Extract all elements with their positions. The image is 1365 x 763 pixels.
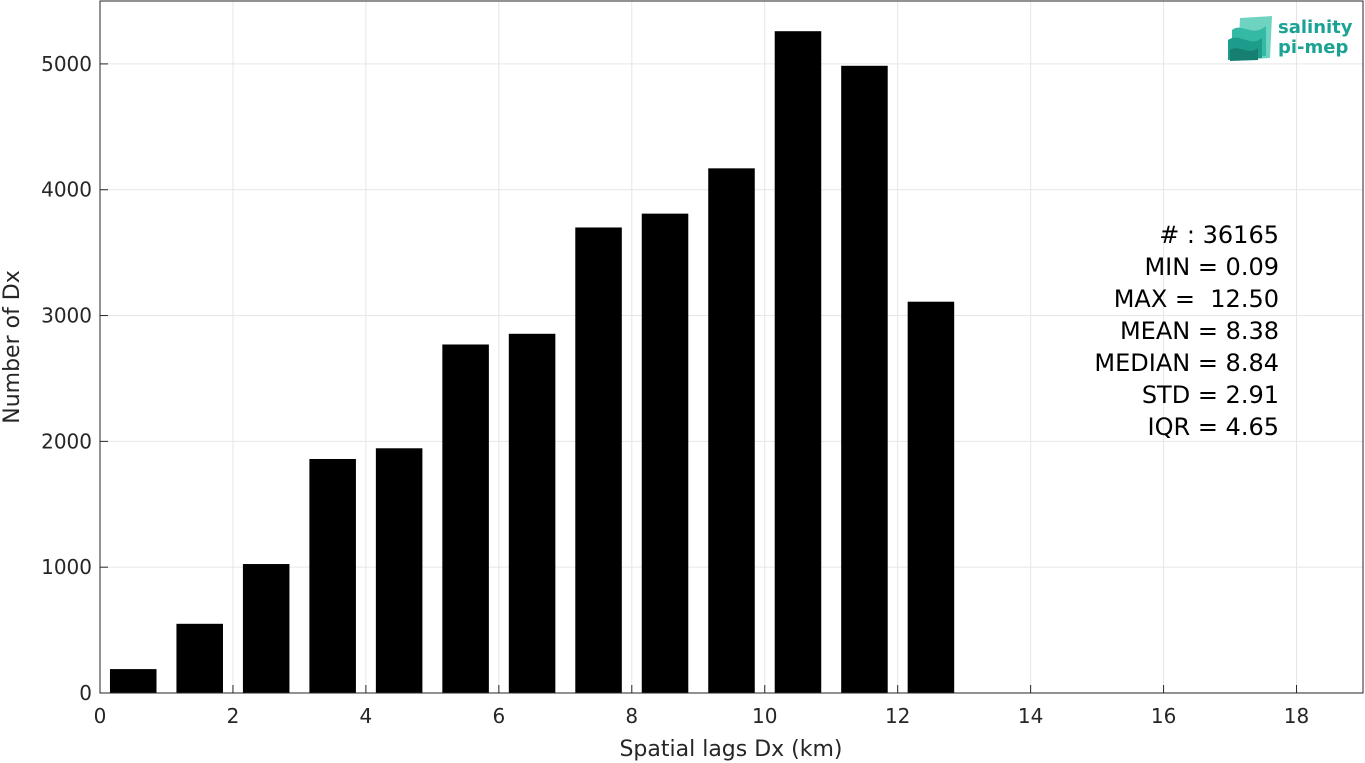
x-tick-label: 0 [94, 704, 107, 728]
bar [508, 333, 556, 693]
y-tick-label: 3000 [41, 304, 92, 328]
stat-line: MEAN = 8.38 [1120, 317, 1279, 345]
stat-line: STD = 2.91 [1142, 381, 1279, 409]
bar [907, 301, 955, 693]
x-tick-label: 10 [752, 704, 777, 728]
stat-line: IQR = 4.65 [1148, 413, 1279, 441]
x-tick-label: 6 [492, 704, 505, 728]
x-tick-label: 14 [1018, 704, 1043, 728]
plot-frame [99, 0, 1364, 694]
logo-line1: salinity [1278, 17, 1353, 38]
y-tick-label: 5000 [41, 52, 92, 76]
x-tick-label: 16 [1151, 704, 1176, 728]
logo-line2: pi-mep [1278, 37, 1348, 58]
salinity-pimep-logo: salinity pi-mep [1228, 16, 1353, 61]
bar [841, 65, 888, 693]
bars [109, 31, 955, 694]
x-tick-label: 2 [227, 704, 240, 728]
y-tick-label: 2000 [41, 429, 92, 453]
bar [708, 168, 755, 693]
bar [774, 31, 822, 694]
stat-line: MEDIAN = 8.84 [1094, 349, 1279, 377]
stat-line: MAX = 12.50 [1114, 285, 1279, 313]
wave-logo-icon [1228, 16, 1272, 61]
bar [575, 227, 622, 694]
stat-line: MIN = 0.09 [1144, 253, 1279, 281]
bar [109, 669, 157, 693]
bar [176, 623, 223, 693]
bar [442, 344, 489, 693]
x-tick-label: 4 [360, 704, 373, 728]
y-tick-label: 1000 [41, 555, 92, 579]
y-axis-ticks: 0 1000 2000 3000 4000 5000 [41, 52, 108, 705]
x-axis-label: Spatial lags Dx (km) [619, 737, 842, 762]
bar [641, 213, 689, 693]
statistics-annotation: # : 36165 MIN = 0.09 MAX = 12.50 MEAN = 8.3… [1094, 221, 1279, 441]
y-tick-label: 0 [79, 681, 92, 705]
bar [375, 448, 423, 693]
x-tick-label: 18 [1284, 704, 1309, 728]
x-tick-label: 8 [625, 704, 638, 728]
x-axis-ticks: 0 2 4 6 8 10 12 14 16 18 [94, 685, 1309, 728]
y-tick-label: 4000 [41, 178, 92, 202]
y-axis-label: Number of Dx [0, 270, 25, 424]
stat-line: # : 36165 [1159, 221, 1279, 249]
bar [242, 564, 290, 693]
x-tick-label: 12 [885, 704, 910, 728]
bar [309, 458, 356, 693]
